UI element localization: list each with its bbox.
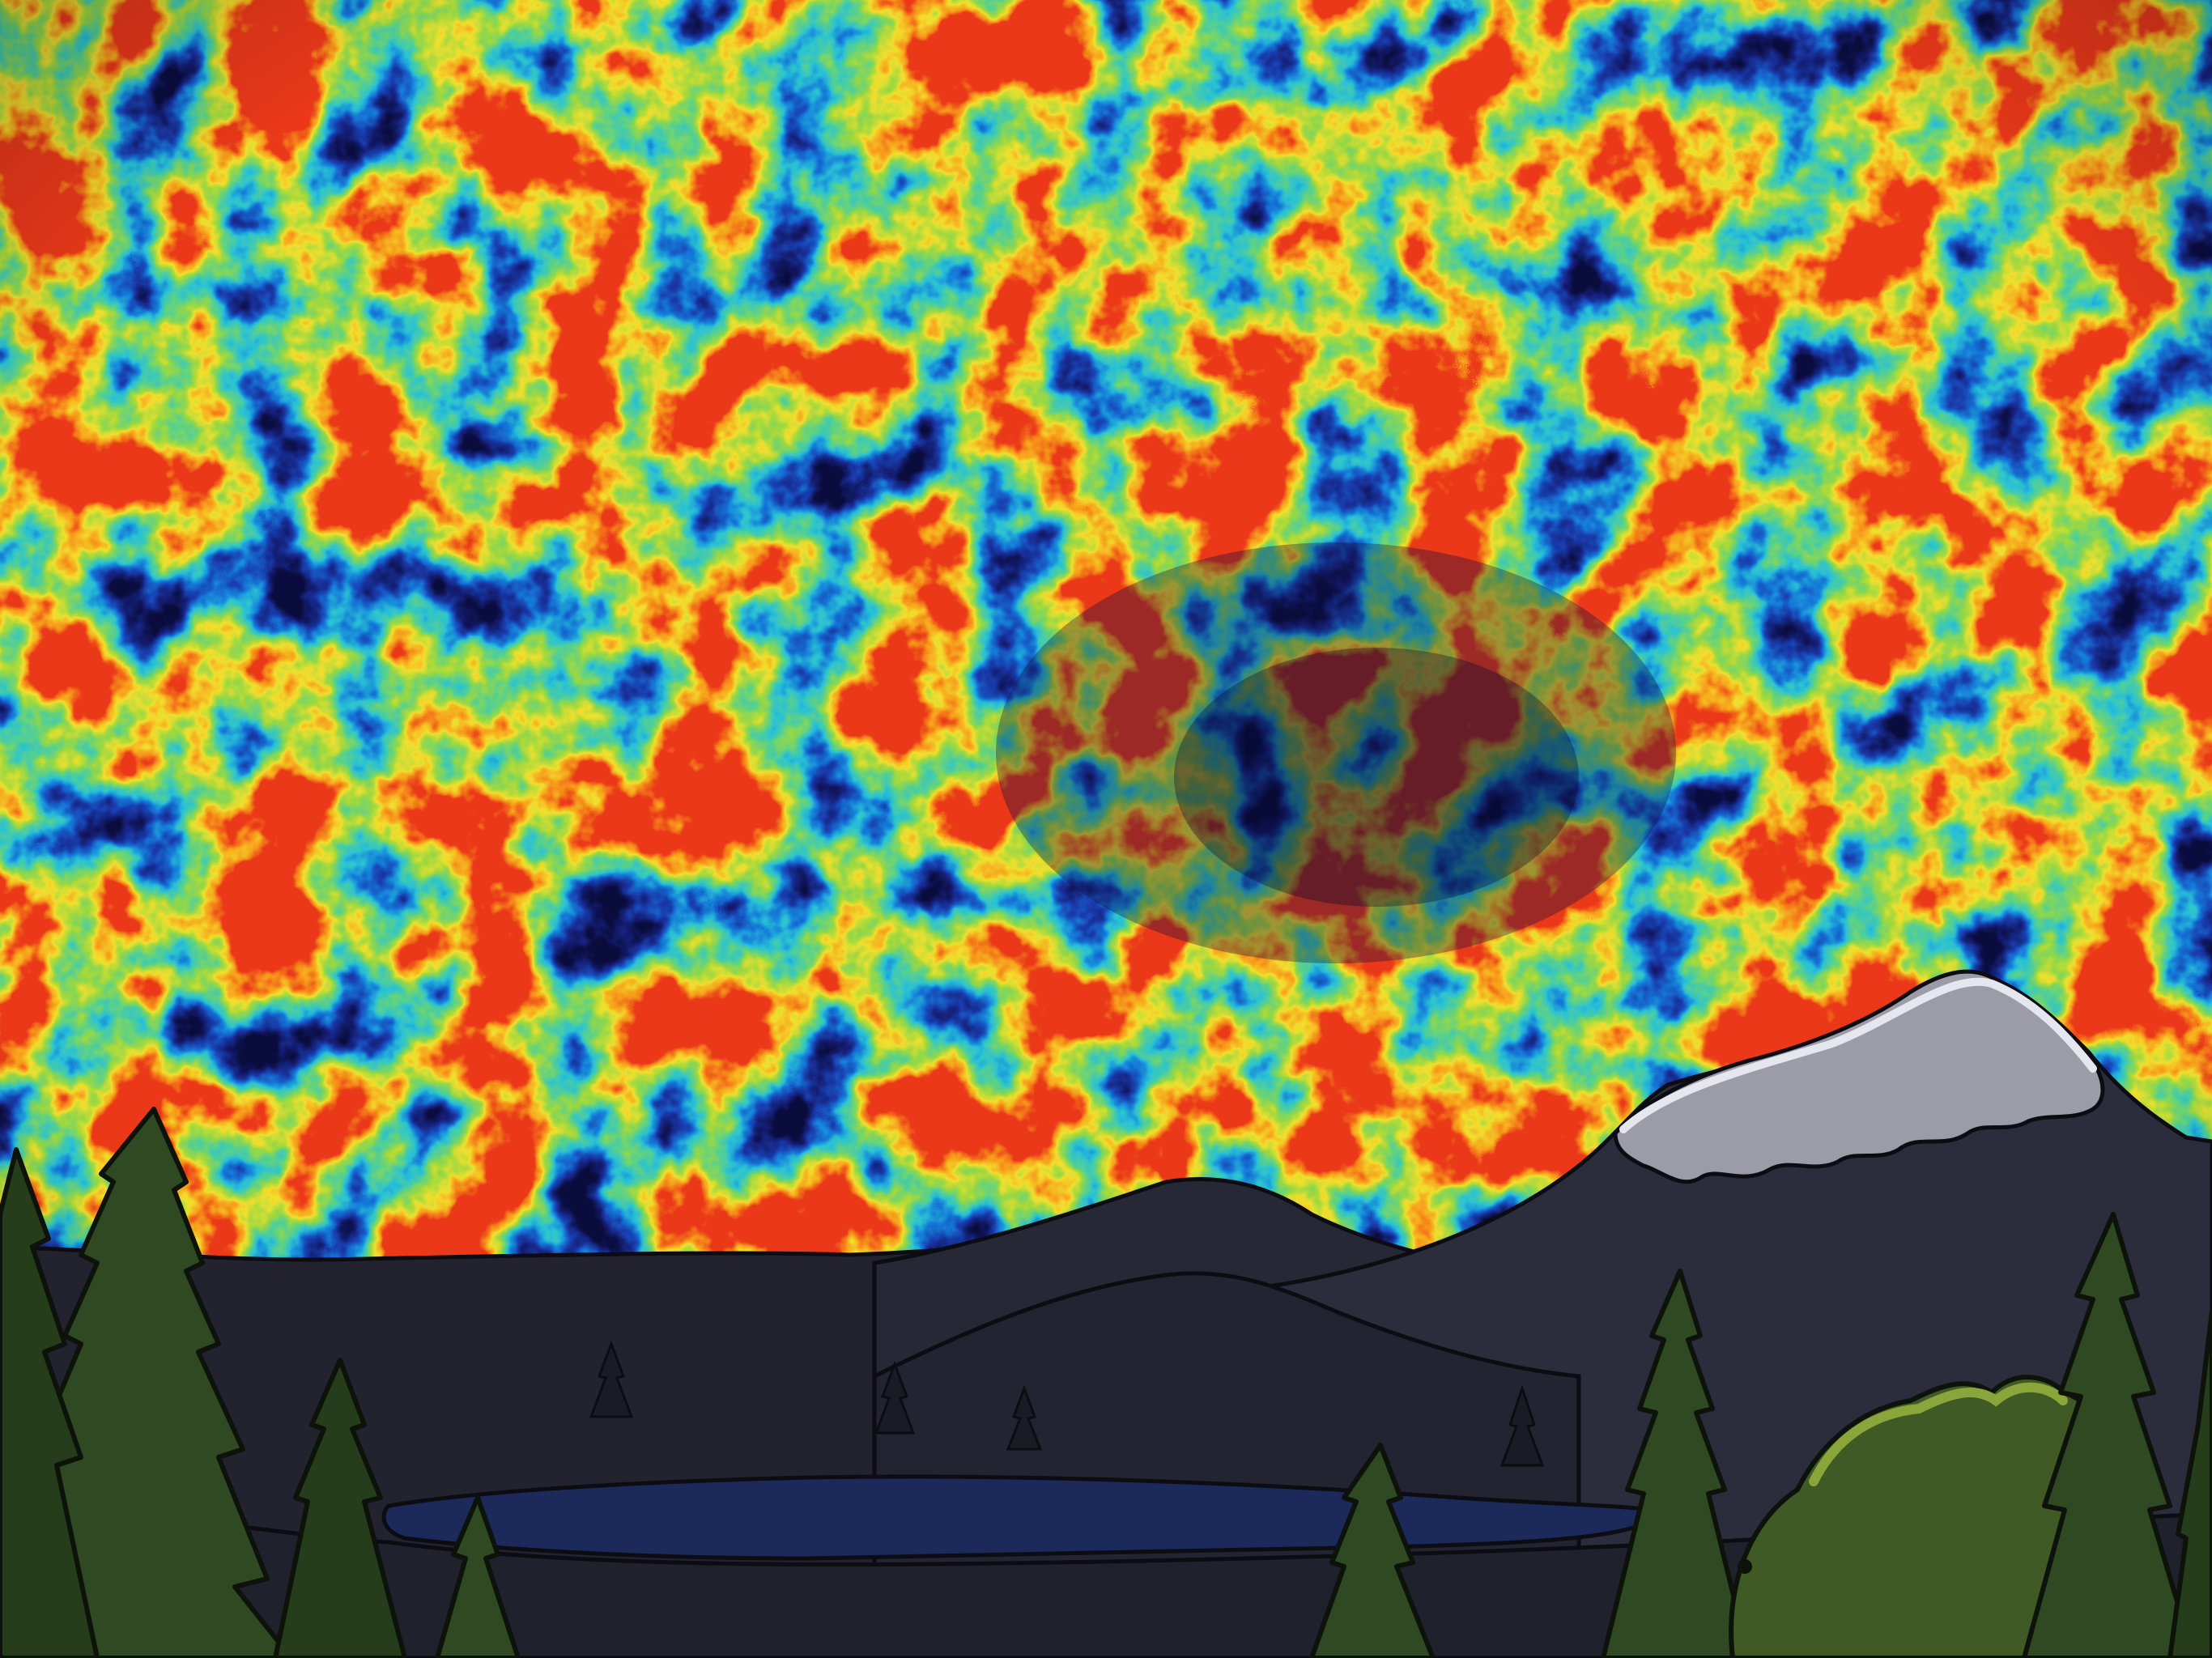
tree-left-large bbox=[0, 1107, 294, 1658]
tree-right-2 bbox=[2022, 1212, 2197, 1658]
snow-cap bbox=[1613, 969, 2105, 1184]
tree-right-edge bbox=[2167, 1309, 2212, 1658]
tree-left-edge bbox=[0, 1147, 100, 1658]
tree-center bbox=[1309, 1443, 1436, 1658]
tree-left-small bbox=[273, 1358, 407, 1658]
distant-trees bbox=[589, 1340, 1545, 1467]
snow-rim-highlight bbox=[1619, 977, 2097, 1133]
tree-right-1 bbox=[1601, 1269, 1751, 1658]
tree-left-mid bbox=[435, 1495, 521, 1658]
bush-right bbox=[1729, 1375, 2135, 1658]
